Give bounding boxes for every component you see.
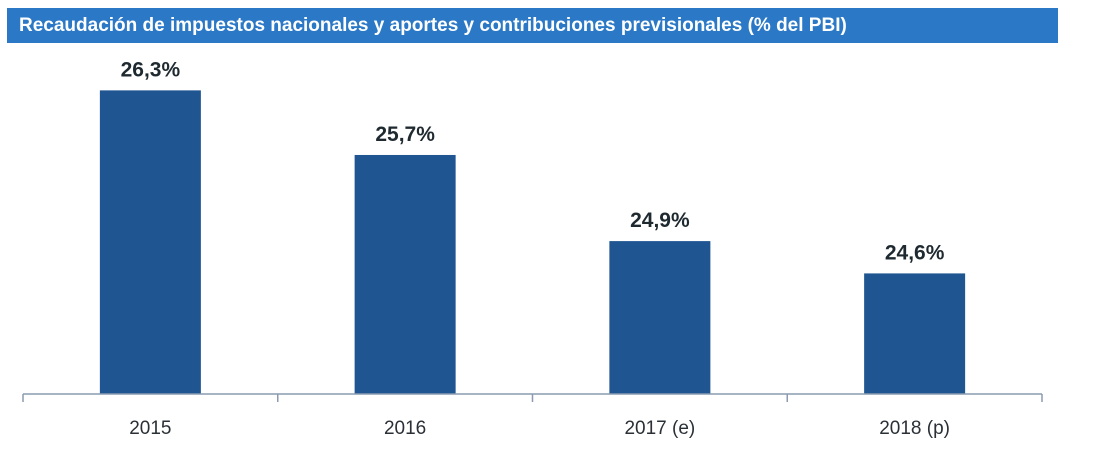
data-label: 26,3% bbox=[121, 58, 181, 81]
bar-2015 bbox=[99, 90, 201, 394]
x-tick-label: 2018 (p) bbox=[879, 418, 950, 439]
x-tick-label: 2016 bbox=[384, 418, 426, 439]
x-tick-label: 2017 (e) bbox=[624, 418, 695, 439]
x-tick-label: 2015 bbox=[129, 418, 171, 439]
data-label: 25,7% bbox=[375, 123, 435, 146]
bar-2016 bbox=[354, 154, 456, 394]
data-label: 24,9% bbox=[630, 209, 690, 232]
bar-2017 (e) bbox=[609, 241, 711, 394]
bar-2018 (p) bbox=[864, 273, 966, 394]
chart-title: Recaudación de impuestos nacionales y ap… bbox=[7, 8, 1058, 43]
data-label: 24,6% bbox=[885, 241, 945, 264]
